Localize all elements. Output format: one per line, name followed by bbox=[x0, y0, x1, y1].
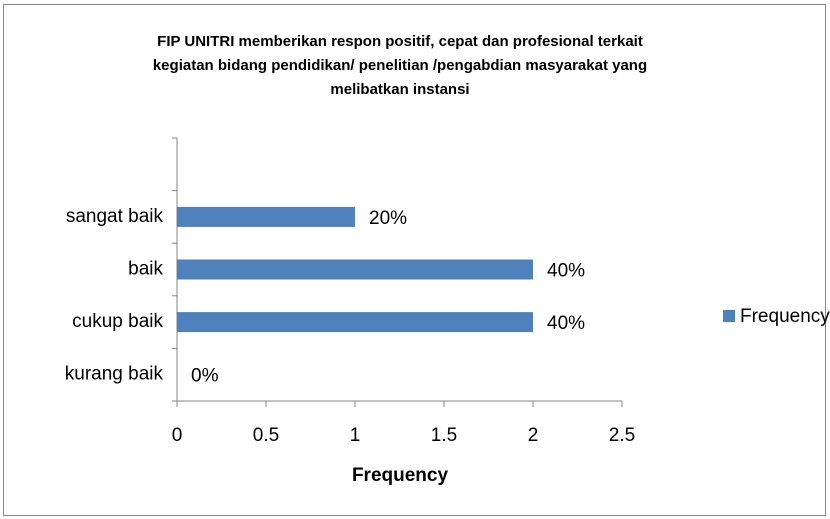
data-label: 40% bbox=[547, 313, 585, 334]
legend-label: Frequency bbox=[740, 306, 830, 327]
y-tick-label: kurang baik bbox=[65, 364, 164, 385]
x-tick-label: 2.5 bbox=[609, 425, 635, 446]
x-tick-label: 1 bbox=[350, 425, 361, 446]
data-label: 40% bbox=[547, 261, 585, 282]
x-axis-title: Frequency bbox=[352, 465, 449, 486]
data-label: 0% bbox=[191, 366, 219, 387]
y-tick-label: baik bbox=[128, 259, 163, 280]
chart-title: kegiatan bidang pendidikan/ penelitian /… bbox=[153, 57, 647, 74]
x-tick-label: 1.5 bbox=[431, 425, 457, 446]
chart-title: FIP UNITRI memberikan respon positif, ce… bbox=[157, 33, 643, 50]
bar bbox=[177, 312, 533, 333]
bar bbox=[177, 259, 533, 280]
chart-title: melibatkan instansi bbox=[330, 81, 469, 98]
x-tick-label: 2 bbox=[528, 425, 539, 446]
legend-swatch bbox=[723, 310, 735, 322]
y-tick-label: cukup baik bbox=[72, 311, 163, 332]
y-tick-label: sangat baik bbox=[66, 206, 164, 227]
bar bbox=[177, 206, 355, 227]
x-tick-label: 0 bbox=[172, 425, 183, 446]
x-tick-label: 0.5 bbox=[253, 425, 279, 446]
data-label: 20% bbox=[369, 208, 407, 229]
